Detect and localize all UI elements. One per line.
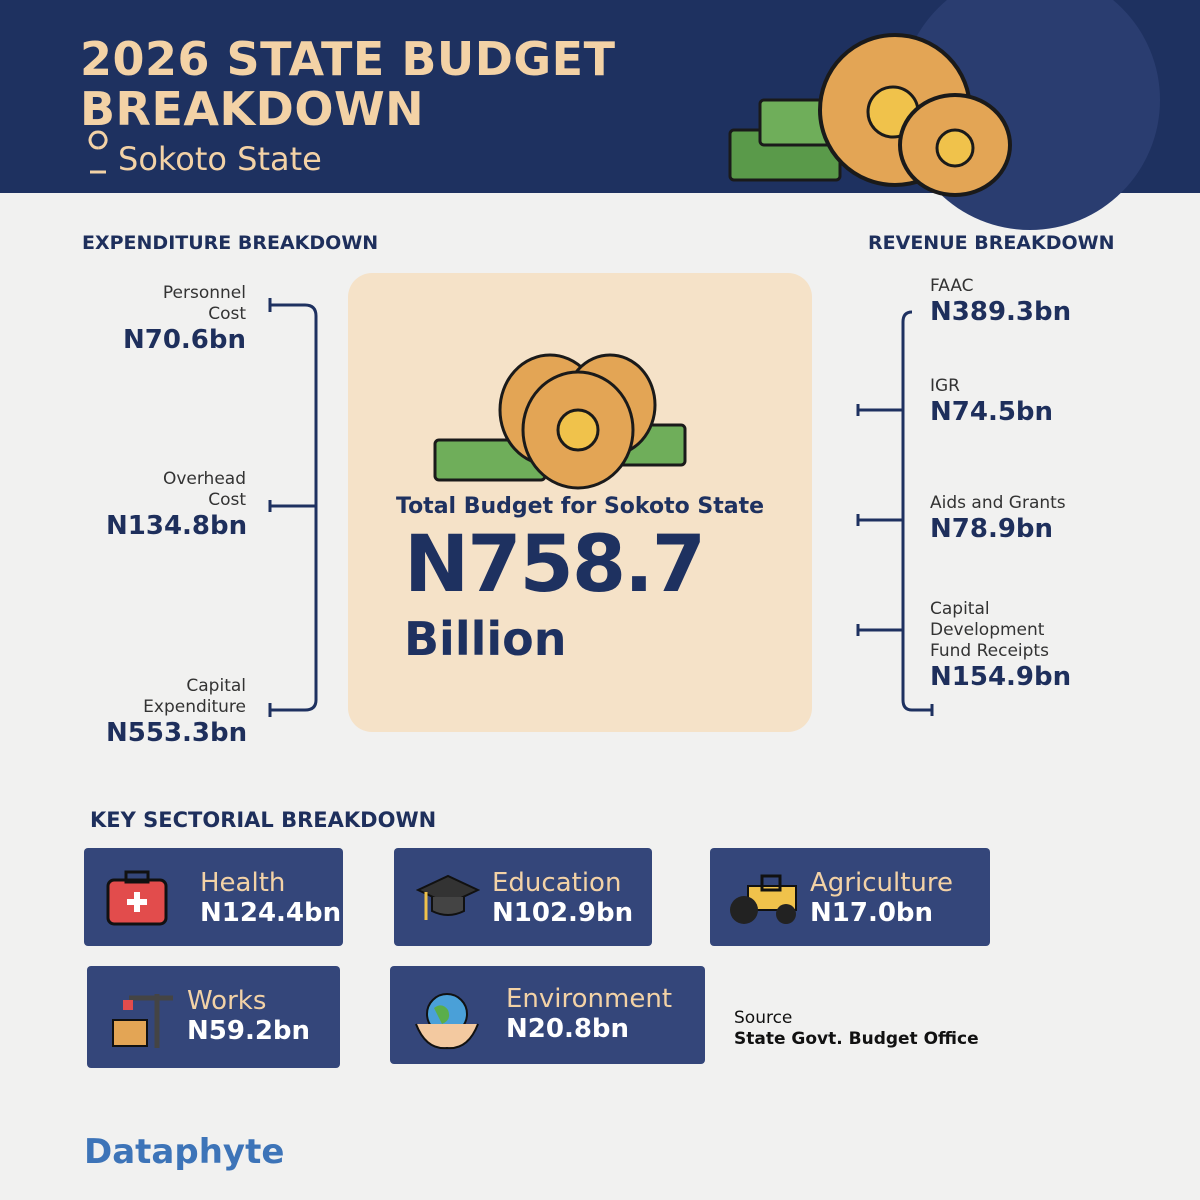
item-label: Aids and Grants <box>930 493 1066 513</box>
sector-label: Works <box>187 986 267 1016</box>
title: 2026 STATE BUDGET <box>80 32 616 86</box>
total-caption: Total Budget for Sokoto State <box>395 494 765 519</box>
item-label: Overhead Cost <box>162 469 246 510</box>
sector-value: N17.0bn <box>810 898 934 928</box>
expenditure-item: Capital Expenditure N553.3bn <box>106 676 248 748</box>
sector-label: Health <box>200 868 286 898</box>
item-value: N553.3bn <box>106 718 248 748</box>
agriculture-icon <box>730 874 797 924</box>
item-label: FAAC <box>930 276 974 296</box>
sector-card: Education N102.9bn <box>394 848 652 946</box>
revenue-item: Aids and Grants N78.9bn <box>930 493 1095 544</box>
title: BREAKDOWN <box>80 82 425 136</box>
total-amount: N758.7 <box>404 520 706 610</box>
sector-card: Environment N20.8bn <box>390 966 705 1064</box>
item-value: N154.9bn <box>930 662 1072 692</box>
money-illustration <box>728 33 1012 197</box>
sector-card: Health N124.4bn <box>84 848 343 946</box>
revenue-item: IGR N74.5bn <box>930 376 1095 427</box>
expenditure-item: Personnel Cost N70.6bn <box>106 283 246 355</box>
item-label: Personnel Cost <box>162 283 246 324</box>
section-heading: EXPENDITURE BREAKDOWN <box>82 232 379 254</box>
brand-logo: Dataphyte <box>84 1132 285 1172</box>
center-bags <box>433 353 687 490</box>
environment-icon <box>415 993 479 1050</box>
sector-value: N102.9bn <box>492 898 634 928</box>
expenditure-bracket <box>268 298 318 717</box>
section-heading: KEY SECTORIAL BREAKDOWN <box>90 808 437 832</box>
sector-card: Works N59.2bn <box>87 966 340 1068</box>
revenue-item: FAAC N389.3bn <box>930 276 1095 327</box>
item-value: N70.6bn <box>122 325 246 355</box>
sector-value: N59.2bn <box>187 1016 311 1046</box>
sector-card: Agriculture N17.0bn <box>710 848 990 946</box>
item-value: N389.3bn <box>930 297 1072 327</box>
education-icon <box>416 874 480 920</box>
source-label: Source <box>734 1008 793 1028</box>
location: Sokoto State <box>118 140 322 178</box>
sector-label: Agriculture <box>810 868 953 898</box>
health-icon <box>106 870 168 926</box>
source-text: State Govt. Budget Office <box>734 1029 979 1049</box>
item-label: Capital Expenditure <box>143 676 246 717</box>
sector-label: Education <box>492 868 622 898</box>
item-value: N78.9bn <box>930 514 1054 544</box>
sector-label: Environment <box>506 984 673 1014</box>
sector-value: N20.8bn <box>506 1014 630 1044</box>
revenue-item: Capital Development Fund Receipts N154.9… <box>930 599 1090 692</box>
item-value: N74.5bn <box>930 397 1054 427</box>
total-unit: Billion <box>404 612 567 666</box>
works-icon <box>112 994 173 1048</box>
item-label: IGR <box>930 376 960 396</box>
expenditure-item: Overhead Cost N134.8bn <box>106 469 248 541</box>
revenue-bracket <box>856 310 934 716</box>
item-value: N134.8bn <box>106 511 248 541</box>
item-label: Capital Development Fund Receipts <box>930 599 1049 661</box>
section-heading: REVENUE BREAKDOWN <box>868 232 1115 254</box>
sector-value: N124.4bn <box>200 898 342 928</box>
